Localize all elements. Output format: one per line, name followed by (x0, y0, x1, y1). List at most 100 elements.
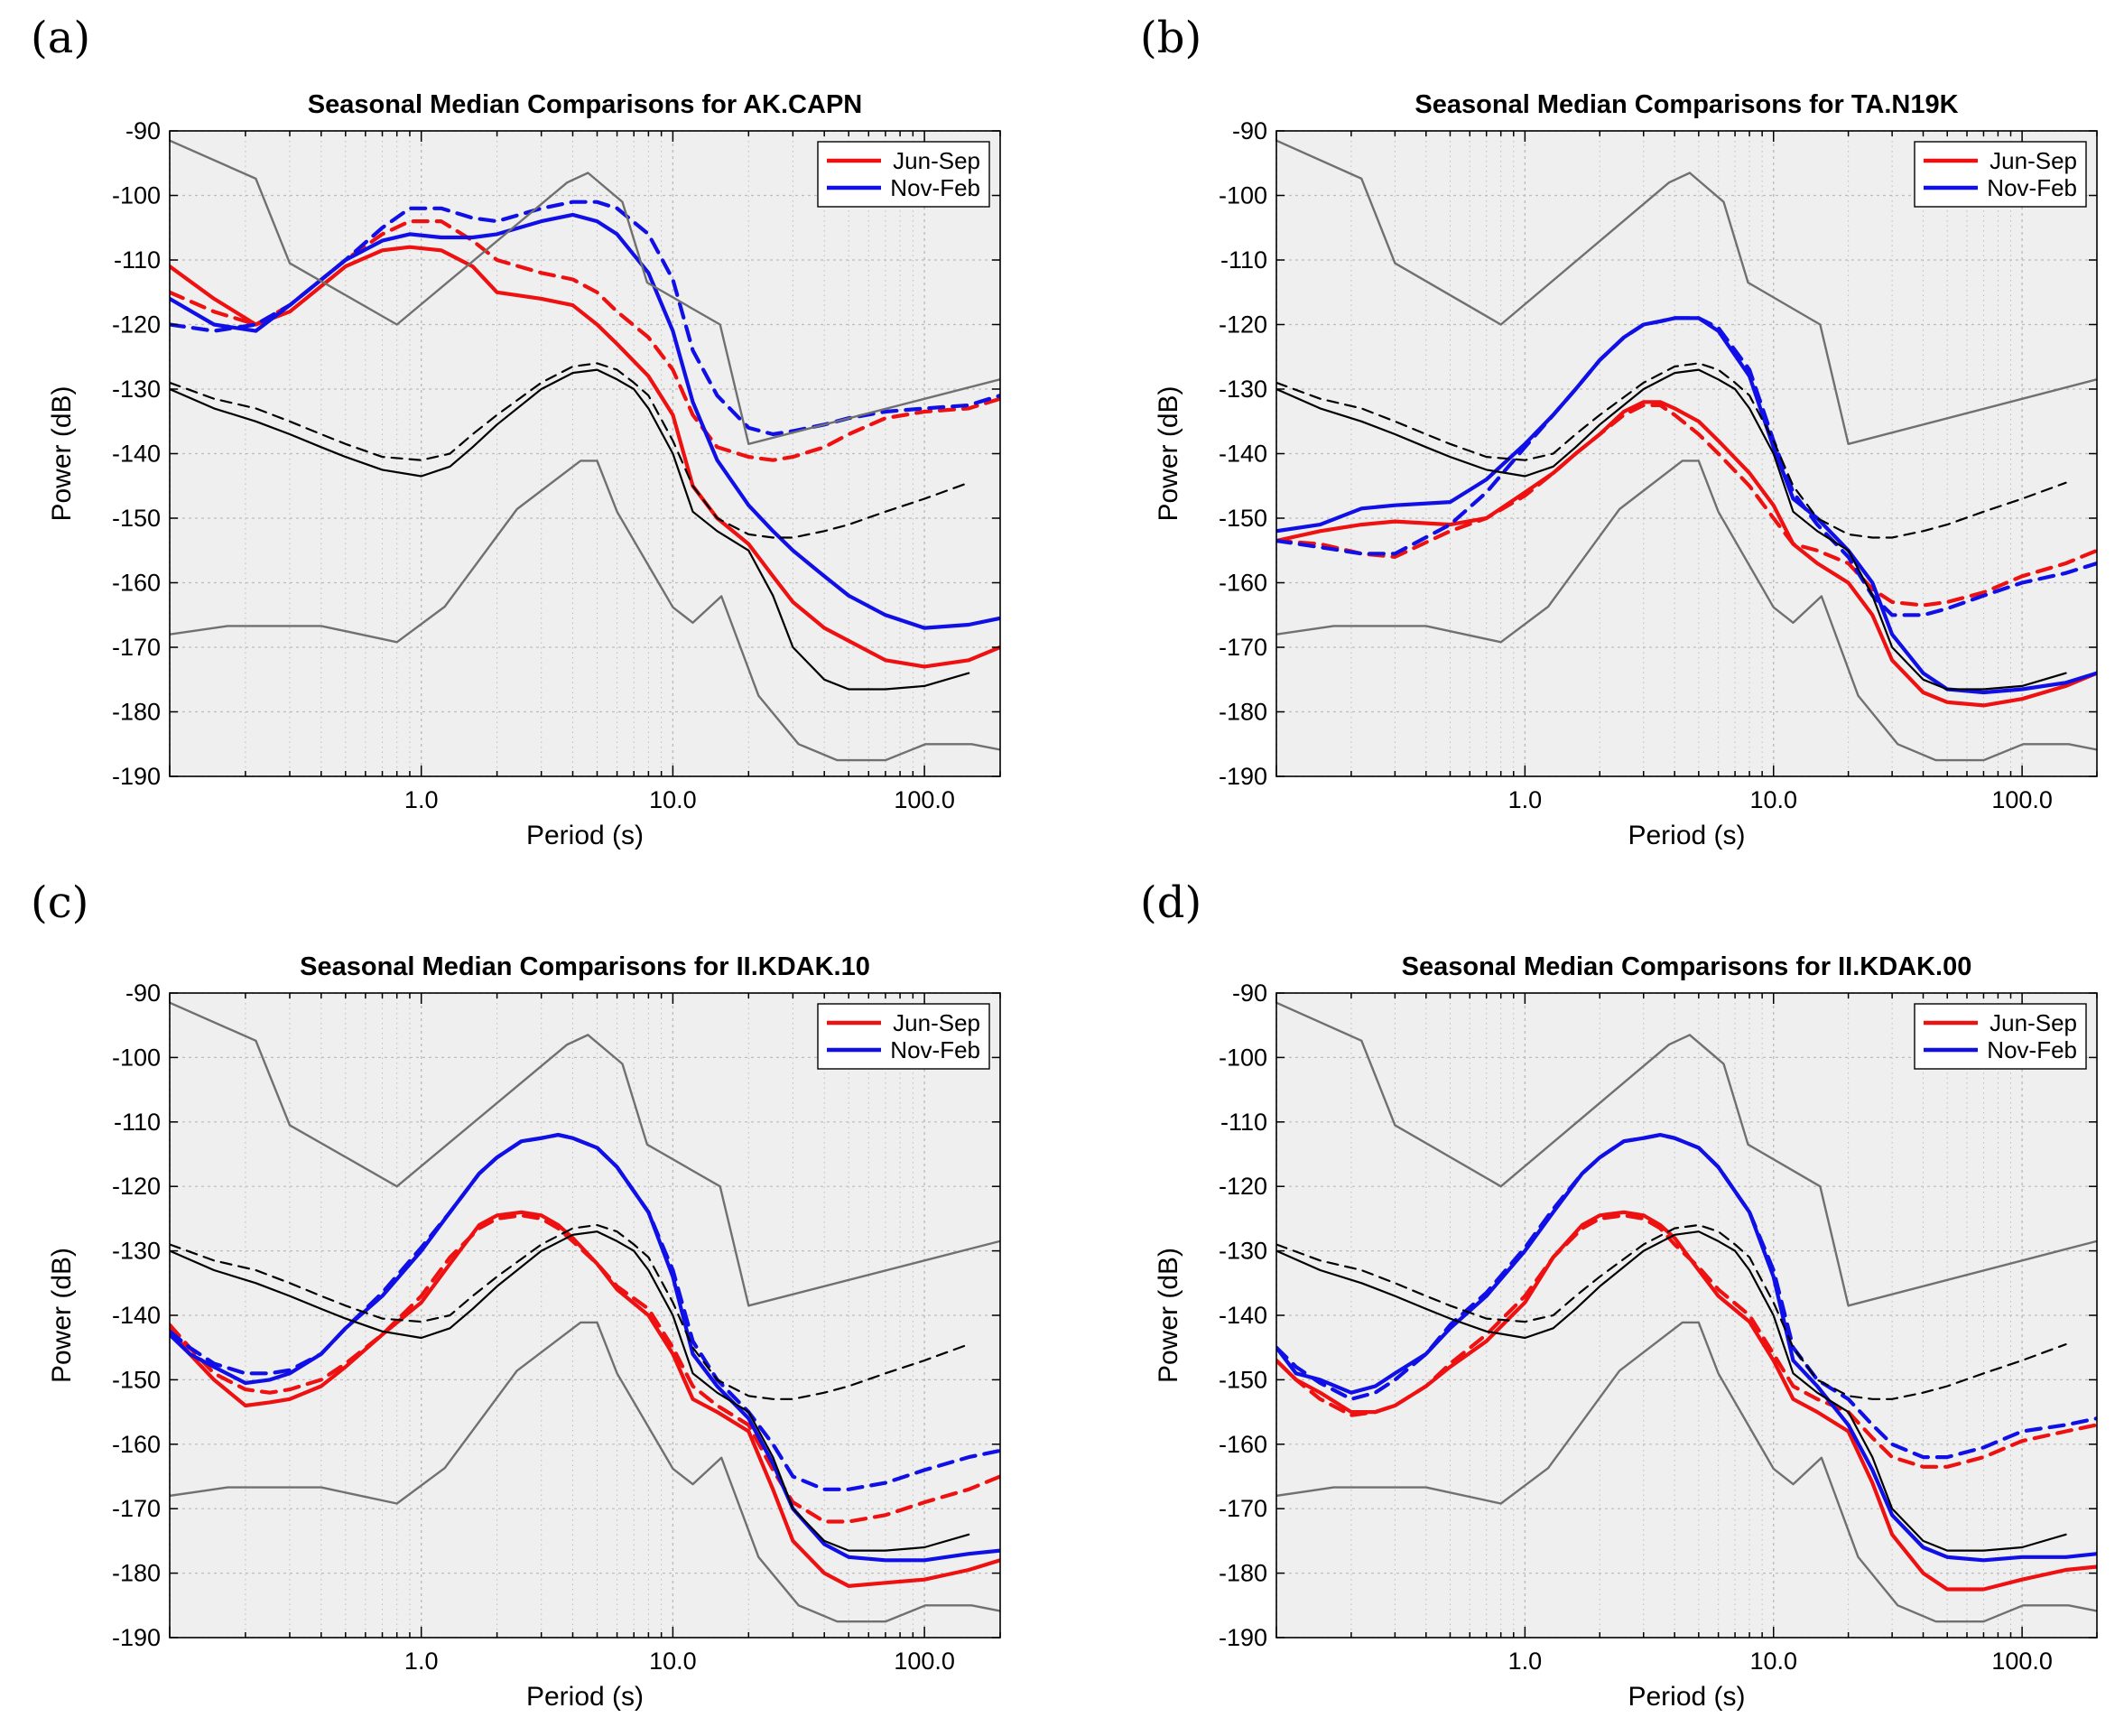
reference-line-reference-dashed (1276, 1223, 2067, 1400)
series-jun-sep-dashed (1276, 403, 2097, 608)
reference-line-nlnm_nhnm-solid (170, 460, 1000, 762)
legend-box (1914, 1003, 2087, 1070)
y-axis-label: Power (dB) (47, 1248, 77, 1383)
legend-entry-nov-feb: Nov-Feb (890, 174, 980, 201)
y-tick-label: -90 (125, 979, 161, 1007)
x-tick-label: 10.0 (1749, 786, 1797, 813)
chart-title: Seasonal Median Comparisons for AK.CAPN (308, 90, 862, 119)
reference-line-nlnm_nhnm-solid (1276, 1321, 2097, 1623)
plot-area (170, 131, 1000, 776)
plot-area (170, 993, 1000, 1638)
y-tick-label: -100 (112, 182, 161, 209)
x-tick-label: 100.0 (1991, 786, 2053, 813)
reference-line-reference-dashed (170, 362, 970, 539)
x-tick-label: 100.0 (894, 1648, 955, 1675)
y-tick-label: -190 (1219, 1624, 1267, 1651)
y-tick-label: -110 (114, 246, 161, 274)
y-tick-label: -130 (112, 1238, 161, 1265)
series-jun-sep-dashed (170, 1213, 1000, 1524)
x-tick-label: 1.0 (1508, 1648, 1543, 1675)
series-jun-sep-solid (1276, 400, 2097, 708)
y-tick-label: -150 (112, 1366, 161, 1393)
y-tick-label: -140 (1219, 1302, 1267, 1329)
y-tick-label: -100 (1219, 1044, 1267, 1071)
reference-line-reference-solid (170, 368, 970, 691)
legend-box (1914, 141, 2087, 208)
grid (169, 130, 1001, 777)
series-group (1276, 139, 2097, 762)
reference-line-nlnm_nhnm-solid (170, 1321, 1000, 1623)
panel-letter: (a) (31, 13, 90, 63)
panel-letter: (c) (31, 877, 88, 928)
y-tick-label: -160 (1219, 570, 1267, 597)
y-tick-label: -130 (1219, 1238, 1267, 1265)
y-tick-label: -160 (1219, 1431, 1267, 1458)
series-jun-sep-solid (170, 245, 1000, 669)
legend-box (817, 141, 990, 208)
y-tick-label: -170 (1219, 634, 1267, 661)
ticks: -90 -100 -110 -120 -130 -140 -150 -160 -170 -180 -… (1219, 117, 2098, 813)
y-tick-label: -130 (112, 376, 161, 403)
ticks: -90 -100 -110 -120 -130 -140 -150 -160 -170 -180 -… (112, 979, 1001, 1675)
x-tick-label: 1.0 (404, 1648, 439, 1675)
y-tick-label: -110 (1220, 246, 1267, 274)
x-tick-label: 1.0 (1508, 786, 1543, 813)
x-axis-label: Period (s) (526, 1682, 644, 1712)
y-tick-label: -190 (1219, 763, 1267, 790)
y-axis-label: Power (dB) (47, 385, 77, 521)
series-group (170, 139, 1000, 762)
y-tick-label: -180 (1219, 1560, 1267, 1587)
reference-line-reference-dashed (1276, 362, 2067, 539)
legend-entry-nov-feb: Nov-Feb (1987, 1036, 2077, 1063)
y-tick-label: -90 (125, 117, 161, 144)
chart-title: Seasonal Median Comparisons for II.KDAK.… (1402, 952, 1972, 981)
y-tick-label: -140 (112, 441, 161, 468)
reference-line-reference-dashed (170, 1223, 970, 1400)
panel-letter: (b) (1140, 13, 1201, 63)
x-tick-label: 100.0 (1991, 1648, 2053, 1675)
y-tick-label: -90 (1232, 979, 1267, 1007)
x-axis-label: Period (s) (1628, 1682, 1745, 1712)
legend-entry-jun-sep: Jun-Sep (1990, 1009, 2077, 1036)
y-tick-label: -160 (112, 1431, 161, 1458)
chart-title: Seasonal Median Comparisons for II.KDAK.… (300, 952, 870, 981)
y-tick-label: -180 (112, 1560, 161, 1587)
x-tick-label: 1.0 (404, 786, 439, 813)
series-nov-feb-dashed (170, 1132, 1000, 1491)
y-tick-label: -160 (112, 570, 161, 597)
chart-panel-a: (a) -90 -100 -110 -120 -130 -140 -150 -160 -170 -1… (31, 13, 1001, 850)
y-axis-label: Power (dB) (1154, 385, 1183, 521)
y-tick-label: -170 (112, 1495, 161, 1522)
y-tick-label: -120 (112, 1173, 161, 1200)
y-tick-label: -120 (112, 311, 161, 339)
series-nov-feb-solid (170, 212, 1000, 630)
x-axis-label: Period (s) (526, 821, 644, 850)
reference-line-nlnm_nhnm-solid (1276, 460, 2097, 762)
y-tick-label: -130 (1219, 376, 1267, 403)
series-group (170, 1001, 1000, 1623)
reference-line-reference-solid (170, 1230, 970, 1552)
legend-entry-jun-sep: Jun-Sep (1990, 147, 2077, 174)
series-nov-feb-dashed (1276, 316, 2097, 617)
y-tick-label: -150 (112, 505, 161, 532)
y-tick-label: -180 (112, 699, 161, 726)
reference-line-reference-solid (1276, 1230, 2067, 1552)
reference-line-nlnm_nhnm-solid (1276, 1001, 2097, 1307)
series-nov-feb-dashed (1276, 1132, 2097, 1460)
chart-panel-b: (b) -90 -100 -110 -120 -130 -140 -150 -160 -170 -1… (1140, 13, 2098, 850)
x-axis-label: Period (s) (1628, 821, 1745, 850)
legend-entry-jun-sep: Jun-Sep (893, 147, 980, 174)
legend-entry-nov-feb: Nov-Feb (890, 1036, 980, 1063)
series-jun-sep-dashed (1276, 1213, 2097, 1469)
legend-entry-jun-sep: Jun-Sep (893, 1009, 980, 1036)
y-tick-label: -140 (112, 1302, 161, 1329)
reference-line-nlnm_nhnm-solid (170, 1001, 1000, 1307)
y-tick-label: -180 (1219, 699, 1267, 726)
y-tick-label: -150 (1219, 1366, 1267, 1393)
ticks: -90 -100 -110 -120 -130 -140 -150 -160 -170 -180 -… (112, 117, 1001, 813)
reference-line-nlnm_nhnm-solid (1276, 139, 2097, 445)
